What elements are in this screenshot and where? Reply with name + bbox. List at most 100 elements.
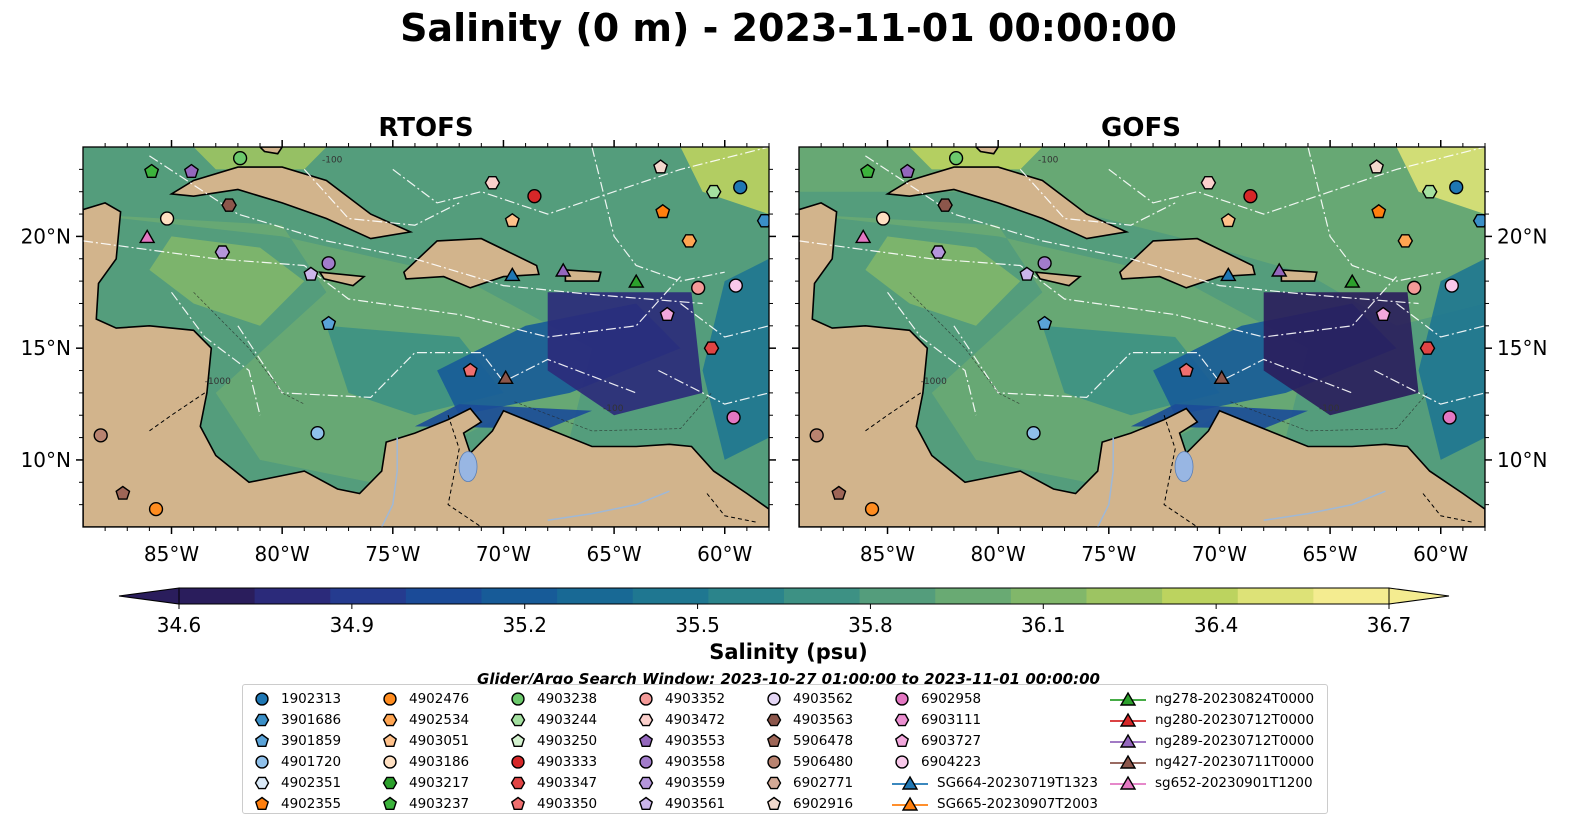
legend-marker-icon bbox=[1110, 775, 1146, 790]
lon-tick-label: 60°W bbox=[1413, 542, 1468, 566]
obs-marker-4903244 bbox=[705, 184, 722, 199]
legend-item-label: 4901720 bbox=[281, 753, 342, 770]
legend-item: 5906480 bbox=[763, 751, 853, 772]
lon-tick-label: 65°W bbox=[1302, 542, 1357, 566]
colorbar-segment bbox=[632, 588, 709, 604]
legend-item: 1902313 bbox=[251, 688, 341, 709]
obs-marker-4903553 bbox=[183, 163, 199, 179]
legend-marker bbox=[511, 691, 525, 706]
legend-marker bbox=[255, 754, 269, 769]
legend-marker bbox=[254, 776, 270, 789]
legend-item-label: 4902476 bbox=[409, 690, 470, 707]
legend-item: 4903562 bbox=[763, 688, 853, 709]
colorbar-min-extend bbox=[118, 587, 180, 605]
legend-item: 4903352 bbox=[635, 688, 725, 709]
legend-marker bbox=[510, 796, 526, 810]
lon-tick-label: 75°W bbox=[365, 542, 420, 566]
obs-marker-6902916 bbox=[1369, 159, 1385, 174]
legend-marker-icon bbox=[892, 775, 928, 790]
legend-item: 4903472 bbox=[635, 709, 725, 730]
obs-marker-4903559 bbox=[930, 245, 947, 259]
obs-marker-6902916 bbox=[653, 159, 669, 174]
legend-marker-icon bbox=[639, 691, 653, 706]
legend-marker-icon bbox=[638, 733, 654, 747]
legend-marker-icon bbox=[894, 713, 910, 726]
legend: 1902313 3901686 3901859 4901720 4902351 49023… bbox=[242, 684, 1328, 814]
legend-item: 4902351 bbox=[251, 772, 341, 793]
legend-item-label: 3901859 bbox=[281, 732, 342, 749]
colorbar-segment bbox=[179, 588, 256, 604]
lon-tick-label: 80°W bbox=[255, 542, 310, 566]
map-frame bbox=[798, 146, 1486, 528]
legend-marker-icon bbox=[510, 713, 526, 726]
legend-item-label: 1902313 bbox=[281, 690, 342, 707]
legend-marker-icon bbox=[510, 796, 526, 810]
obs-marker-ng289 bbox=[1270, 262, 1288, 277]
legend-marker-icon bbox=[638, 713, 654, 726]
main-title: Salinity (0 m) - 2023-11-01 00:00:00 bbox=[400, 6, 1177, 50]
legend-marker-icon bbox=[511, 754, 525, 769]
obs-marker-4903333 bbox=[527, 189, 542, 204]
obs-marker-5906478 bbox=[115, 485, 131, 500]
legend-marker bbox=[255, 691, 269, 706]
legend-marker-icon bbox=[892, 796, 928, 811]
legend-marker bbox=[766, 733, 782, 747]
legend-item-label: ng289-20230712T0000 bbox=[1155, 732, 1315, 749]
legend-item: 6903727 bbox=[891, 730, 981, 751]
legend-item-label: 4903237 bbox=[409, 795, 470, 812]
legend-marker bbox=[638, 796, 654, 810]
legend-marker-icon bbox=[383, 691, 397, 706]
legend-marker bbox=[901, 796, 919, 811]
obs-marker-4902534 bbox=[681, 234, 698, 248]
legend-marker-icon bbox=[1110, 733, 1146, 748]
legend-item: 4903186 bbox=[379, 751, 469, 772]
colorbar-segment bbox=[935, 588, 1012, 604]
obs-marker-6902958 bbox=[1442, 410, 1457, 425]
gofs-map-panel: -100 -1000 -100 85°W 80°W 75°W 70°W 65°W 60°W 20°… bbox=[792, 140, 1547, 566]
legend-marker-icon bbox=[766, 733, 782, 747]
legend-item-label: 4903347 bbox=[537, 774, 598, 791]
colorbar-segment bbox=[330, 588, 407, 604]
legend-item: ng427-20230711T0000 bbox=[1109, 751, 1314, 772]
colorbar-label: Salinity (psu) bbox=[709, 640, 868, 664]
legend-marker bbox=[382, 776, 398, 789]
legend-marker-icon bbox=[510, 776, 526, 789]
colorbar: 34.6 34.9 35.2 35.5 35.8 36.1 36.4 36.7 bbox=[118, 587, 1450, 637]
obs-marker-ng278 bbox=[1344, 273, 1361, 288]
legend-marker bbox=[510, 713, 526, 726]
legend-item: 4902476 bbox=[379, 688, 469, 709]
legend-item-label: 4902351 bbox=[281, 774, 342, 791]
obs-marker-1902313 bbox=[1449, 180, 1464, 195]
colorbar-segment bbox=[1237, 588, 1314, 604]
obs-marker-4903347 bbox=[703, 341, 720, 355]
legend-marker bbox=[254, 796, 270, 810]
legend-item: SG665-20230907T2003 bbox=[891, 793, 1098, 814]
legend-item: 4903558 bbox=[635, 751, 725, 772]
legend-marker-icon bbox=[254, 796, 270, 810]
obs-marker-4903558 bbox=[1037, 256, 1052, 271]
legend-item-label: 4903250 bbox=[537, 732, 598, 749]
legend-item: 4903553 bbox=[635, 730, 725, 751]
legend-marker-icon bbox=[1110, 691, 1146, 706]
lon-tick-label: 60°W bbox=[697, 542, 752, 566]
lat-tick-label: 15°N bbox=[1497, 336, 1547, 360]
legend-item: 4903559 bbox=[635, 772, 725, 793]
contour-label: -1000 bbox=[205, 377, 231, 387]
lon-tick-label: 85°W bbox=[860, 542, 915, 566]
obs-marker-5906478 bbox=[831, 485, 847, 500]
legend-item-label: 4903238 bbox=[537, 690, 598, 707]
legend-marker-icon bbox=[382, 796, 398, 810]
legend-item-label: 6902958 bbox=[921, 690, 982, 707]
obs-marker-4903237 bbox=[144, 163, 160, 179]
obs-marker-1902313 bbox=[733, 180, 748, 195]
legend-marker bbox=[639, 691, 653, 706]
legend-item-label: 6904223 bbox=[921, 753, 982, 770]
legend-item-label: 5906480 bbox=[793, 753, 854, 770]
legend-marker-icon bbox=[383, 754, 397, 769]
colorbar-segment bbox=[784, 588, 861, 604]
legend-item: 6903111 bbox=[891, 709, 981, 730]
obs-marker-4903238 bbox=[948, 151, 964, 166]
legend-item: 4903051 bbox=[379, 730, 469, 751]
legend-marker-icon bbox=[895, 691, 909, 706]
obs-marker-3901686 bbox=[1472, 213, 1485, 228]
